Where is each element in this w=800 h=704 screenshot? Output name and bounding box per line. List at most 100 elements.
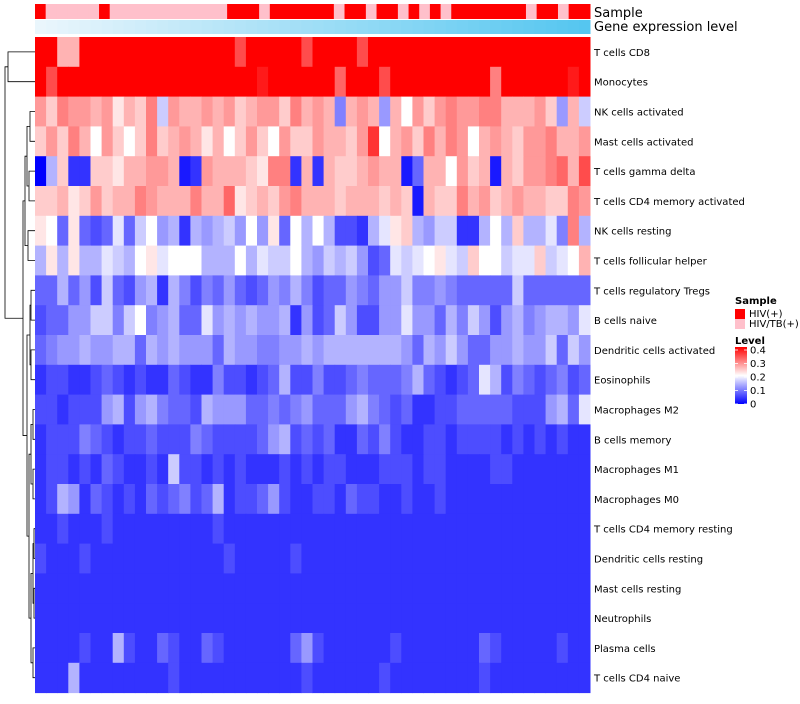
heatmap-cell [234, 543, 247, 574]
sample-annotation-cell [216, 4, 228, 19]
heatmap-cell [212, 513, 225, 545]
heatmap-cell [368, 305, 380, 336]
heatmap-cell [134, 126, 147, 157]
heatmap-cell [356, 126, 369, 157]
heatmap-cell [434, 513, 447, 545]
heatmap-cell [268, 662, 280, 694]
heatmap-cell [179, 126, 191, 157]
heatmap-cell [179, 543, 191, 574]
heatmap-cell [68, 186, 80, 217]
heatmap-cell [268, 186, 280, 217]
heatmap-cell [556, 126, 569, 157]
heatmap-cell [545, 573, 558, 604]
heatmap-cell [479, 215, 491, 247]
heatmap-cell [456, 245, 469, 276]
heatmap-cell [257, 424, 269, 455]
expression-annotation-cell [79, 20, 91, 34]
heatmap-cell [312, 454, 325, 485]
heatmap-cell [234, 662, 247, 694]
heatmap-cell [323, 484, 336, 515]
heatmap-cell [456, 335, 469, 366]
heatmap-cell [368, 156, 380, 187]
heatmap-cell [556, 37, 569, 68]
heatmap-cell [179, 454, 191, 485]
heatmap-cell [312, 215, 325, 247]
heatmap-cell [90, 215, 103, 247]
heatmap-cell [334, 394, 347, 425]
heatmap-cell [490, 364, 502, 396]
heatmap-cell [301, 275, 313, 306]
heatmap-cell [301, 305, 313, 336]
heatmap-cell [268, 215, 280, 247]
expression-annotation-cell [479, 20, 491, 34]
heatmap-cell [223, 245, 236, 276]
heatmap-cell [512, 454, 524, 485]
heatmap-cell [401, 603, 413, 634]
heatmap-cell [501, 662, 513, 694]
row-label: Dendritic cells activated [594, 346, 715, 357]
heatmap-cell [523, 394, 535, 425]
heatmap-cell [301, 126, 313, 157]
heatmap-cell [368, 603, 380, 634]
heatmap-cell [101, 305, 114, 336]
heatmap-cell [68, 215, 80, 247]
heatmap-cell [35, 633, 47, 664]
heatmap-cell [146, 424, 158, 455]
heatmap-cell [412, 186, 424, 217]
heatmap-cell [35, 215, 47, 247]
heatmap-cell [490, 126, 502, 157]
heatmap-cell [556, 484, 569, 515]
heatmap-cell [556, 662, 569, 694]
heatmap-cell [257, 126, 269, 157]
heatmap-cell [356, 156, 369, 187]
heatmap-cell [290, 603, 302, 634]
heatmap-cell [379, 662, 391, 694]
level-tick-label: 0.1 [750, 386, 766, 397]
heatmap-cell [456, 454, 469, 485]
heatmap-cell [534, 394, 547, 425]
heatmap-cell [223, 394, 236, 425]
heatmap-cell [179, 186, 191, 217]
heatmap-cell [368, 633, 380, 664]
heatmap-cell [534, 513, 547, 545]
heatmap-cell [245, 126, 258, 157]
heatmap-cell [445, 633, 458, 664]
heatmap-cell [79, 215, 91, 247]
heatmap-cell [334, 37, 347, 68]
row-label: T cells CD4 memory activated [593, 197, 745, 208]
heatmap-cell [301, 364, 313, 396]
heatmap-cell [290, 37, 302, 68]
heatmap-cell [379, 66, 391, 98]
heatmap-cell [567, 603, 580, 634]
heatmap-cell [279, 603, 291, 634]
heatmap-cell [490, 215, 502, 247]
heatmap-cell [79, 245, 91, 276]
heatmap-cell [101, 156, 114, 187]
heatmap-cell [534, 126, 547, 157]
heatmap-cell [379, 96, 391, 127]
heatmap-cell [523, 335, 535, 366]
heatmap-cell [423, 454, 436, 485]
heatmap-cell [79, 156, 91, 187]
heatmap-cell [123, 662, 136, 694]
heatmap-cell [79, 394, 91, 425]
heatmap-cell [279, 543, 291, 574]
heatmap-cell [578, 662, 591, 694]
expression-annotation-cell [445, 20, 458, 34]
heatmap-cell [146, 394, 158, 425]
heatmap-cell [168, 186, 180, 217]
heatmap-cell [390, 394, 402, 425]
heatmap-cell [268, 454, 280, 485]
heatmap-cell [578, 484, 591, 515]
heatmap-cell [268, 66, 280, 98]
heatmap-cell [301, 394, 313, 425]
heatmap-cell [68, 454, 80, 485]
heatmap-cell [257, 484, 269, 515]
heatmap-cell [523, 96, 535, 127]
heatmap-cell [290, 96, 302, 127]
heatmap-cell [179, 305, 191, 336]
heatmap-cell [79, 335, 91, 366]
sample-annotation-cell [141, 4, 153, 19]
heatmap-cell [190, 662, 202, 694]
heatmap-cell [345, 573, 358, 604]
